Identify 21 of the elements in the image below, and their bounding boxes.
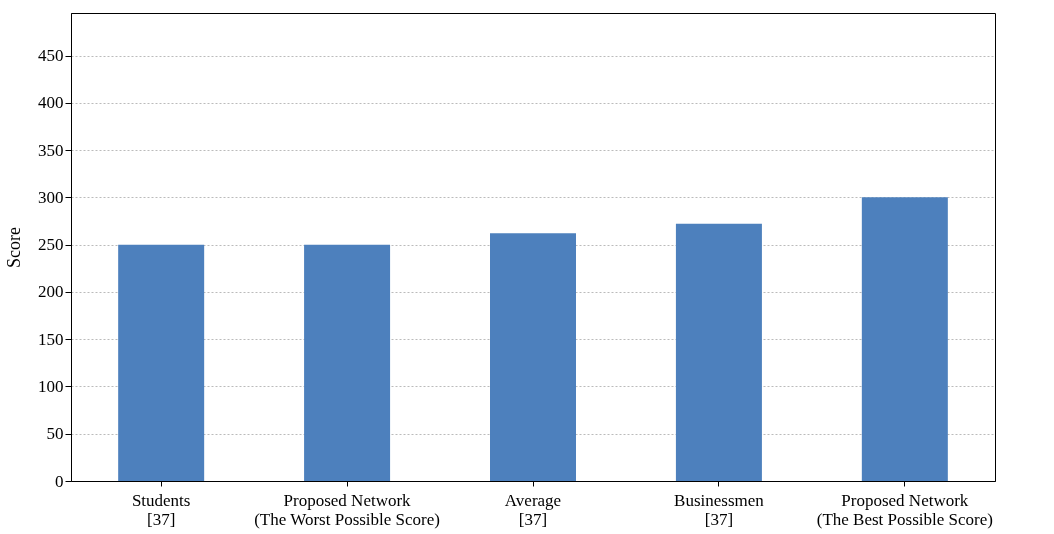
- y-tick-label: 150: [38, 329, 64, 349]
- x-tick-label: Average [37]: [504, 490, 562, 529]
- y-tick-label: 0: [55, 471, 64, 491]
- x-tick-label: Businessmen [37]: [674, 490, 765, 529]
- y-axis-title: Score: [4, 227, 24, 268]
- bar: [118, 244, 205, 481]
- bar: [861, 197, 948, 481]
- y-tick-label: 100: [38, 376, 64, 396]
- x-tick-label: Proposed Network (The Worst Possible Score): [254, 490, 440, 529]
- y-tick-label: 50: [46, 424, 64, 444]
- y-tick-label: 350: [38, 140, 64, 160]
- x-tick-label: Proposed Network (The Best Possible Score): [816, 490, 993, 529]
- bar: [490, 233, 576, 481]
- y-tick-label: 400: [38, 93, 64, 113]
- bar: [675, 223, 762, 481]
- y-tick-label: 250: [38, 235, 64, 255]
- x-tick-label: Students [37]: [131, 490, 191, 529]
- y-tick-label: 450: [38, 46, 64, 66]
- y-tick-label: 300: [38, 187, 64, 207]
- bar: [304, 244, 391, 481]
- y-tick-label: 200: [38, 282, 64, 302]
